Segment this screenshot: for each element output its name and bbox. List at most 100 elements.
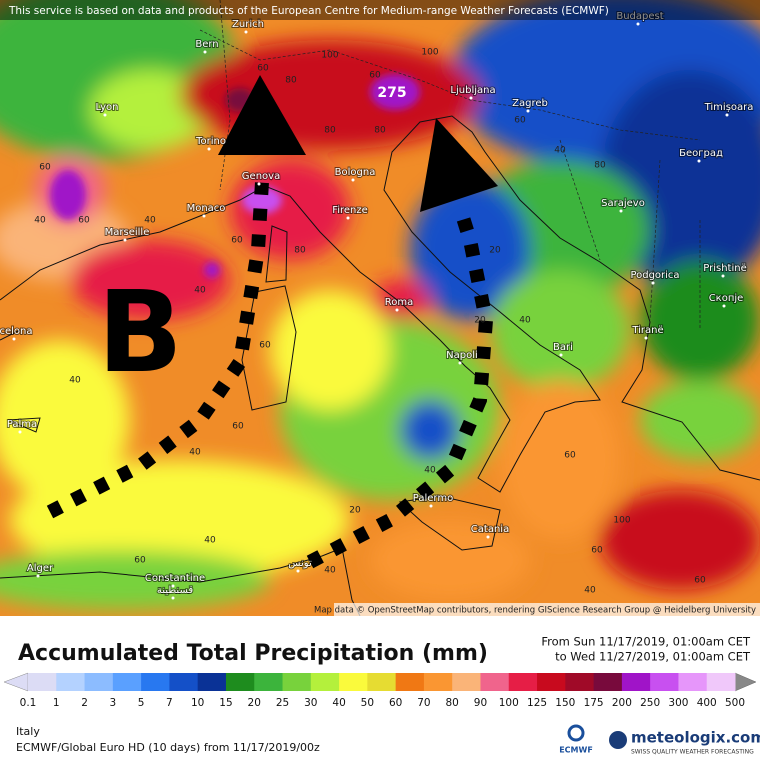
- spain-coast: [0, 329, 41, 433]
- map-labels: Zurich Budapest Bern Lyon Ljubljana Zagreb Tim…: [0, 10, 754, 600]
- scale-label: 400: [697, 697, 717, 709]
- city-label: Ljubljana: [450, 85, 495, 96]
- scale-cell: [621, 673, 651, 691]
- scale-label: 3: [109, 697, 116, 709]
- city-dot: [257, 182, 261, 186]
- scale-cell: [282, 673, 312, 691]
- scale-cell: [339, 673, 368, 691]
- city-label: Palma: [7, 419, 37, 430]
- city-label: Lyon: [95, 102, 118, 113]
- scale-label: 40: [332, 697, 345, 709]
- city-label: Београд: [679, 148, 723, 159]
- scale-cell: [169, 673, 199, 691]
- contour-label: 60: [257, 64, 269, 74]
- arrow-head: [218, 75, 306, 155]
- scale-cell: [310, 673, 340, 691]
- city-dot: [203, 50, 207, 54]
- city-label: celona: [0, 326, 33, 337]
- contour-label: 60: [514, 116, 526, 126]
- region: Italy: [16, 725, 40, 738]
- contour-label: 60: [78, 216, 90, 226]
- corsica: [265, 225, 288, 283]
- scale-label: 10: [191, 697, 204, 709]
- scale-label: 15: [219, 697, 232, 709]
- contour-label: 80: [594, 161, 606, 171]
- chart-title: Accumulated Total Precipitation (mm): [18, 641, 488, 666]
- scale-label: 80: [446, 697, 459, 709]
- city-label: Zagreb: [512, 98, 548, 109]
- scale-label: 250: [640, 697, 660, 709]
- scale-cell: [367, 673, 397, 691]
- city-dot: [351, 178, 355, 182]
- city-label: Bern: [195, 39, 218, 50]
- city-label: Genova: [242, 171, 280, 182]
- city-label: Budapest: [616, 11, 663, 22]
- scale-label: 70: [417, 697, 430, 709]
- scale-label: 7: [166, 697, 173, 709]
- scale-label: 25: [276, 697, 289, 709]
- contour-label: 60: [259, 341, 271, 351]
- map: B Zurich Budapest Bern Lyon Ljubljana Zagreb T…: [0, 0, 760, 616]
- scale-cell: [254, 673, 284, 691]
- contour-label: 40: [424, 466, 436, 476]
- scale-label: 175: [584, 697, 604, 709]
- ecmwf-logo: ECMWF: [559, 746, 593, 755]
- scale-arrow-high: [734, 672, 757, 692]
- contour-label: 40: [584, 586, 596, 596]
- city-label: Roma: [385, 297, 414, 308]
- city-dot: [202, 214, 206, 218]
- city-label: Palermo: [413, 493, 453, 504]
- scale-label: 20: [248, 697, 261, 709]
- contour-label: 40: [189, 448, 201, 458]
- contour-label: 40: [204, 536, 216, 546]
- contour-label: 80: [324, 126, 336, 136]
- scale-label: 125: [527, 697, 547, 709]
- scale-label: 60: [389, 697, 402, 709]
- color-scale: 0.1 1 2 3 5 7 10 15 20 25 30 40 50 60 70 80 90 100 125 150 1…: [3, 672, 757, 709]
- contour-label: 80: [294, 246, 306, 256]
- model-info: ECMWF/Global Euro HD (10 days) from 11/1…: [16, 741, 320, 754]
- contour-label: 60: [231, 236, 243, 246]
- footer: Accumulated Total Precipitation (mm) Fro…: [3, 635, 760, 756]
- tagline: SWISS QUALITY WEATHER FORECASTING: [631, 749, 754, 756]
- city-label: Bologna: [335, 167, 376, 178]
- city-label: Firenze: [332, 205, 368, 216]
- scale-cell: [480, 673, 510, 691]
- city-label: Sarajevo: [601, 198, 645, 209]
- city-dot: [346, 216, 350, 220]
- scale-label: 0.1: [20, 697, 37, 709]
- contour-label: 80: [285, 76, 297, 86]
- scale-label: 50: [361, 697, 374, 709]
- scale-cell: [28, 673, 57, 691]
- scale-cell: [423, 673, 453, 691]
- scale-cell: [650, 673, 679, 691]
- contour-label: 20: [349, 506, 361, 516]
- contour-label: 40: [194, 286, 206, 296]
- scale-cell: [452, 673, 481, 691]
- borders: [199, 0, 701, 330]
- contour-label: 60: [591, 546, 603, 556]
- scale-label: 500: [725, 697, 745, 709]
- city-dot: [526, 109, 530, 113]
- city-dot: [18, 430, 22, 434]
- city-dot: [171, 596, 175, 600]
- brand-icon: [609, 731, 627, 749]
- period-to: to Wed 11/27/2019, 01:00am CET: [555, 650, 751, 664]
- contour-label: 40: [144, 216, 156, 226]
- contour-label: 60: [564, 451, 576, 461]
- contour-label: 40: [554, 146, 566, 156]
- city-label: Prishtinë: [703, 263, 746, 274]
- scale-cell: [225, 673, 255, 691]
- precip-field: [0, 0, 760, 610]
- city-label: Zurich: [232, 19, 264, 30]
- contour-label: 40: [34, 216, 46, 226]
- scale-label: 30: [304, 697, 317, 709]
- city-label: Monaco: [187, 203, 226, 214]
- city-dot: [644, 336, 648, 340]
- coastlines: [0, 115, 760, 616]
- scale-cell: [537, 673, 566, 691]
- scale-label: 2: [81, 697, 88, 709]
- contour-label: 40: [519, 316, 531, 326]
- contour-label: 20: [474, 316, 486, 326]
